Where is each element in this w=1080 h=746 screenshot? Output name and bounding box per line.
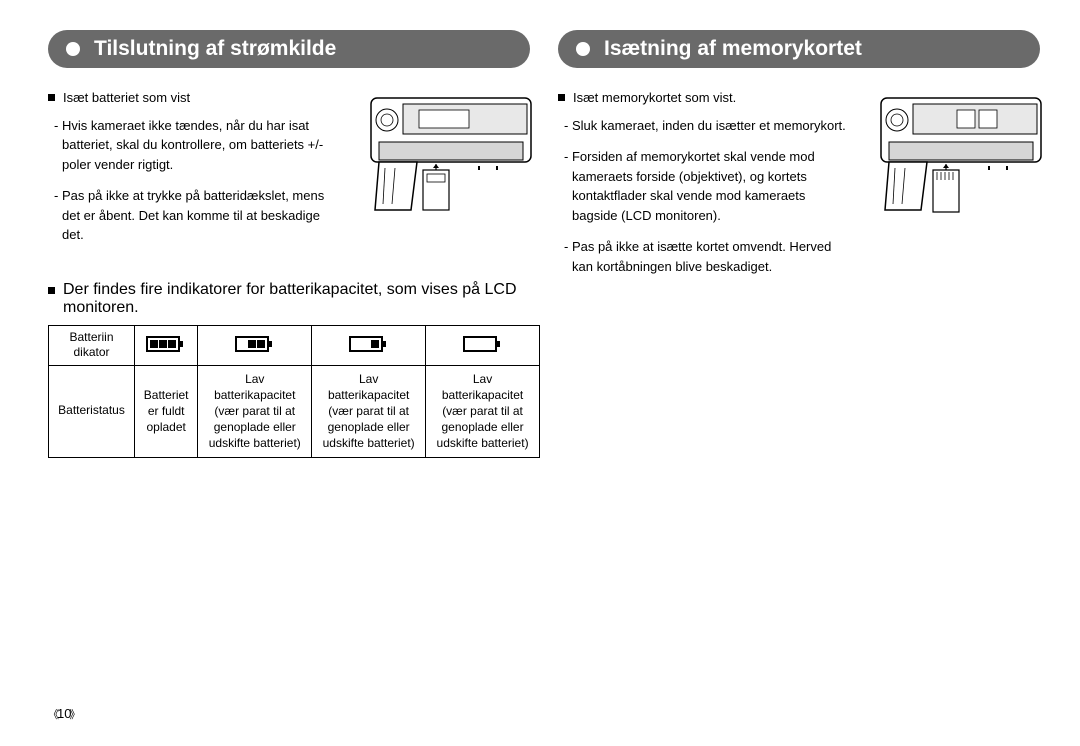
table-cell: Lav batterikapacitet (vær parat til at g… — [312, 365, 426, 457]
battery-icon-cell — [135, 325, 198, 365]
sub-item: - Pas på ikke at trykke på batteridæksle… — [48, 186, 338, 245]
page-number: 10 — [48, 706, 80, 722]
table-row-label: Batteriin dikator — [49, 325, 135, 365]
header-title-left: Tilslutning af strømkilde — [94, 37, 336, 61]
table-cell: Lav batterikapacitet (vær parat til at g… — [426, 365, 540, 457]
square-bullet-icon — [48, 287, 55, 294]
section-header-left: Tilslutning af strømkilde — [48, 30, 530, 68]
camera-battery-illustration — [369, 92, 534, 222]
battery-indicator-table: Batteriin dikator — [48, 325, 540, 458]
header-dot — [66, 42, 80, 56]
header-dot — [576, 42, 590, 56]
battery-icon-cell — [198, 325, 312, 365]
battery-icon-cell — [312, 325, 426, 365]
header-title-right: Isætning af memorykortet — [604, 37, 862, 61]
sub-item: - Hvis kameraet ikke tændes, når du har … — [48, 116, 338, 175]
sub-item: - Forsiden af memorykortet skal vende mo… — [558, 147, 848, 225]
camera-memorycard-illustration — [879, 92, 1044, 222]
section-header-right: Isætning af memorykortet — [558, 30, 1040, 68]
square-bullet-icon — [48, 94, 55, 101]
table-cell: Lav batterikapacitet (vær parat til at g… — [198, 365, 312, 457]
sub-item: - Pas på ikke at isætte kortet omvendt. … — [558, 237, 848, 276]
bullet-text: Der findes fire indikatorer for batterik… — [63, 281, 530, 317]
sub-item: - Sluk kameraet, inden du isætter et mem… — [558, 116, 848, 136]
square-bullet-icon — [558, 94, 565, 101]
bullet-item: Der findes fire indikatorer for batterik… — [48, 281, 530, 317]
table-cell: Batteriet er fuldt opladet — [135, 365, 198, 457]
table-row-label: Batteristatus — [49, 365, 135, 457]
battery-icon-cell — [426, 325, 540, 365]
